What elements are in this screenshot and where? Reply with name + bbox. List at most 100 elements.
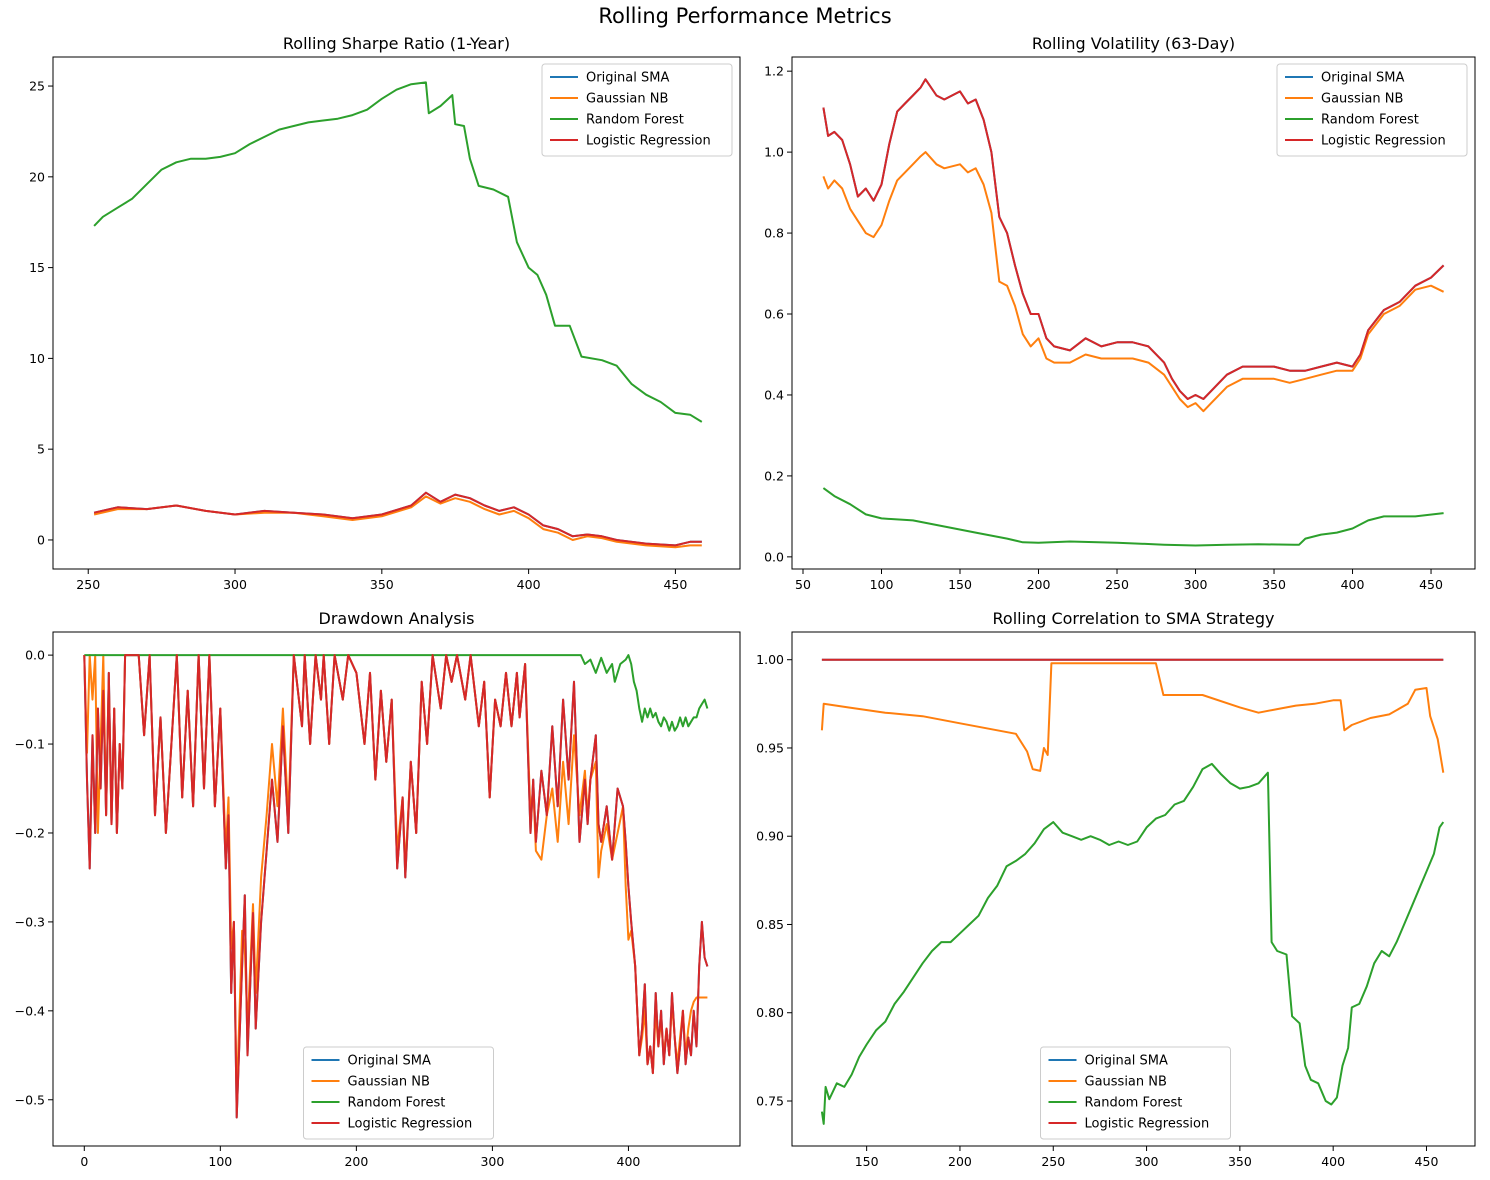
x-tick-label: 250 xyxy=(76,577,100,592)
legend-box xyxy=(1276,63,1468,157)
y-tick-label: 5 xyxy=(37,442,45,457)
series-lines xyxy=(820,658,1445,1125)
y-tick-label: 0.4 xyxy=(764,387,784,402)
subplot-3: Drawdown Analysis 0 100 200 300 400 0.0 −0.1 −0.… xyxy=(15,609,741,1169)
x-tick-label: 400 xyxy=(517,577,541,592)
y-tick-label: −0.1 xyxy=(15,737,45,752)
x-tick-label: 250 xyxy=(1041,1154,1065,1169)
y-tick-label: 1.00 xyxy=(756,652,784,667)
legend-label: Random Forest xyxy=(348,1096,446,1111)
series-lines xyxy=(822,78,1445,547)
series-line-logistic-regression xyxy=(822,78,1445,400)
subplot-1: Rolling Sharpe Ratio (1-Year)250 300 350 40… xyxy=(29,34,741,592)
series-line-random-forest xyxy=(84,654,709,732)
legend-label: Gaussian NB xyxy=(1085,1075,1167,1090)
y-tick-label: 15 xyxy=(29,260,45,275)
legend-label: Gaussian NB xyxy=(348,1075,430,1090)
x-tick-label: 350 xyxy=(1262,577,1286,592)
series-line-random-forest xyxy=(93,81,703,423)
y-tick-label: 0.8 xyxy=(764,226,784,241)
x-tick-label: 450 xyxy=(663,577,687,592)
y-tick-label: −0.2 xyxy=(15,825,45,840)
figure-title: Rolling Performance Metrics xyxy=(598,4,892,28)
x-tick-label: 400 xyxy=(1341,577,1365,592)
series-line-logistic-regression xyxy=(93,491,702,547)
series-line-gaussian-nb xyxy=(83,654,708,1101)
legend-box xyxy=(541,63,733,157)
x-tick-label: 300 xyxy=(1184,577,1208,592)
plot-frame xyxy=(791,56,1476,570)
y-tick-label: 0.2 xyxy=(764,468,784,483)
legend-label: Gaussian NB xyxy=(586,92,668,107)
y-tick-label: 20 xyxy=(29,169,45,184)
series-line-gaussian-nb xyxy=(820,662,1445,773)
y-tick-label: −0.3 xyxy=(15,914,45,929)
x-tick-label: 400 xyxy=(1321,1154,1345,1169)
x-tick-label: 0 xyxy=(80,1154,88,1169)
x-tick-label: 150 xyxy=(855,1154,879,1169)
subplot-title: Drawdown Analysis xyxy=(319,609,475,628)
y-tick-label: 25 xyxy=(29,79,45,94)
x-tick-label: 100 xyxy=(870,577,894,592)
subplot-4: Rolling Correlation to SMA Strategy 150 20… xyxy=(756,609,1476,1169)
x-tick-label: 200 xyxy=(1027,577,1051,592)
subplot-title: Rolling Volatility (63-Day) xyxy=(1032,34,1235,53)
series-line-gaussian-nb xyxy=(822,151,1445,413)
subplot-title: Rolling Correlation to SMA Strategy xyxy=(993,609,1275,628)
x-tick-label: 300 xyxy=(480,1154,504,1169)
y-tick-label: 0.75 xyxy=(756,1093,784,1108)
y-tick-label: 0 xyxy=(37,532,45,547)
y-tick-label: 0.95 xyxy=(756,740,784,755)
legend-label: Original SMA xyxy=(586,71,669,86)
legend-box xyxy=(1040,1046,1231,1140)
plot-frame xyxy=(791,631,1476,1147)
x-tick-label: 350 xyxy=(1228,1154,1252,1169)
y-tick-label: 1.2 xyxy=(764,64,784,79)
x-tick-label: 250 xyxy=(1105,577,1129,592)
y-tick-label: 10 xyxy=(29,351,45,366)
y-tick-label: 0.0 xyxy=(764,549,784,564)
series-line-gaussian-nb xyxy=(93,495,702,549)
legend-label: Random Forest xyxy=(1085,1096,1183,1111)
x-tick-label: 450 xyxy=(1419,577,1443,592)
legend: Original SMA Gaussian NB Random Forest Logi… xyxy=(1040,1046,1231,1140)
legend: Original SMA Gaussian NB Random Forest Logi… xyxy=(1276,63,1468,157)
legend-label: Gaussian NB xyxy=(1321,92,1403,107)
x-tick-label: 100 xyxy=(208,1154,232,1169)
legend-label: Logistic Regression xyxy=(348,1117,473,1132)
x-tick-label: 400 xyxy=(617,1154,641,1169)
x-tick-label: 200 xyxy=(948,1154,972,1169)
legend-box xyxy=(303,1046,494,1140)
legend-label: Random Forest xyxy=(1321,113,1419,128)
legend-label: Original SMA xyxy=(1085,1054,1168,1069)
x-tick-label: 200 xyxy=(344,1154,368,1169)
x-tick-label: 450 xyxy=(1415,1154,1439,1169)
subplot-title: Rolling Sharpe Ratio (1-Year) xyxy=(283,34,510,53)
x-tick-label: 350 xyxy=(370,577,394,592)
series-lines xyxy=(93,81,703,549)
legend-label: Random Forest xyxy=(586,113,684,128)
legend-label: Logistic Regression xyxy=(1085,1117,1210,1132)
y-tick-label: 0.0 xyxy=(25,648,45,663)
x-tick-label: 300 xyxy=(223,577,247,592)
y-tick-label: −0.4 xyxy=(15,1003,45,1018)
y-tick-label: 1.0 xyxy=(764,145,784,160)
legend-label: Original SMA xyxy=(348,1054,431,1069)
subplot-2: Rolling Volatility (63-Day) 50 100 150 200 25… xyxy=(764,34,1476,592)
legend: Original SMA Gaussian NB Random Forest Logi… xyxy=(541,63,733,157)
series-line-random-forest xyxy=(822,487,1444,547)
legend-label: Logistic Regression xyxy=(1321,134,1446,149)
plot-frame xyxy=(52,56,741,570)
x-tick-label: 150 xyxy=(948,577,972,592)
series-lines xyxy=(83,654,709,1119)
y-tick-label: 0.85 xyxy=(756,917,784,932)
x-tick-label: 300 xyxy=(1135,1154,1159,1169)
legend: Original SMA Gaussian NB Random Forest Logi… xyxy=(303,1046,494,1140)
legend-label: Original SMA xyxy=(1321,71,1404,86)
y-tick-label: −0.5 xyxy=(15,1092,45,1107)
y-tick-label: 0.90 xyxy=(756,829,784,844)
y-tick-label: 0.6 xyxy=(764,307,784,322)
y-tick-label: 0.80 xyxy=(756,1005,784,1020)
